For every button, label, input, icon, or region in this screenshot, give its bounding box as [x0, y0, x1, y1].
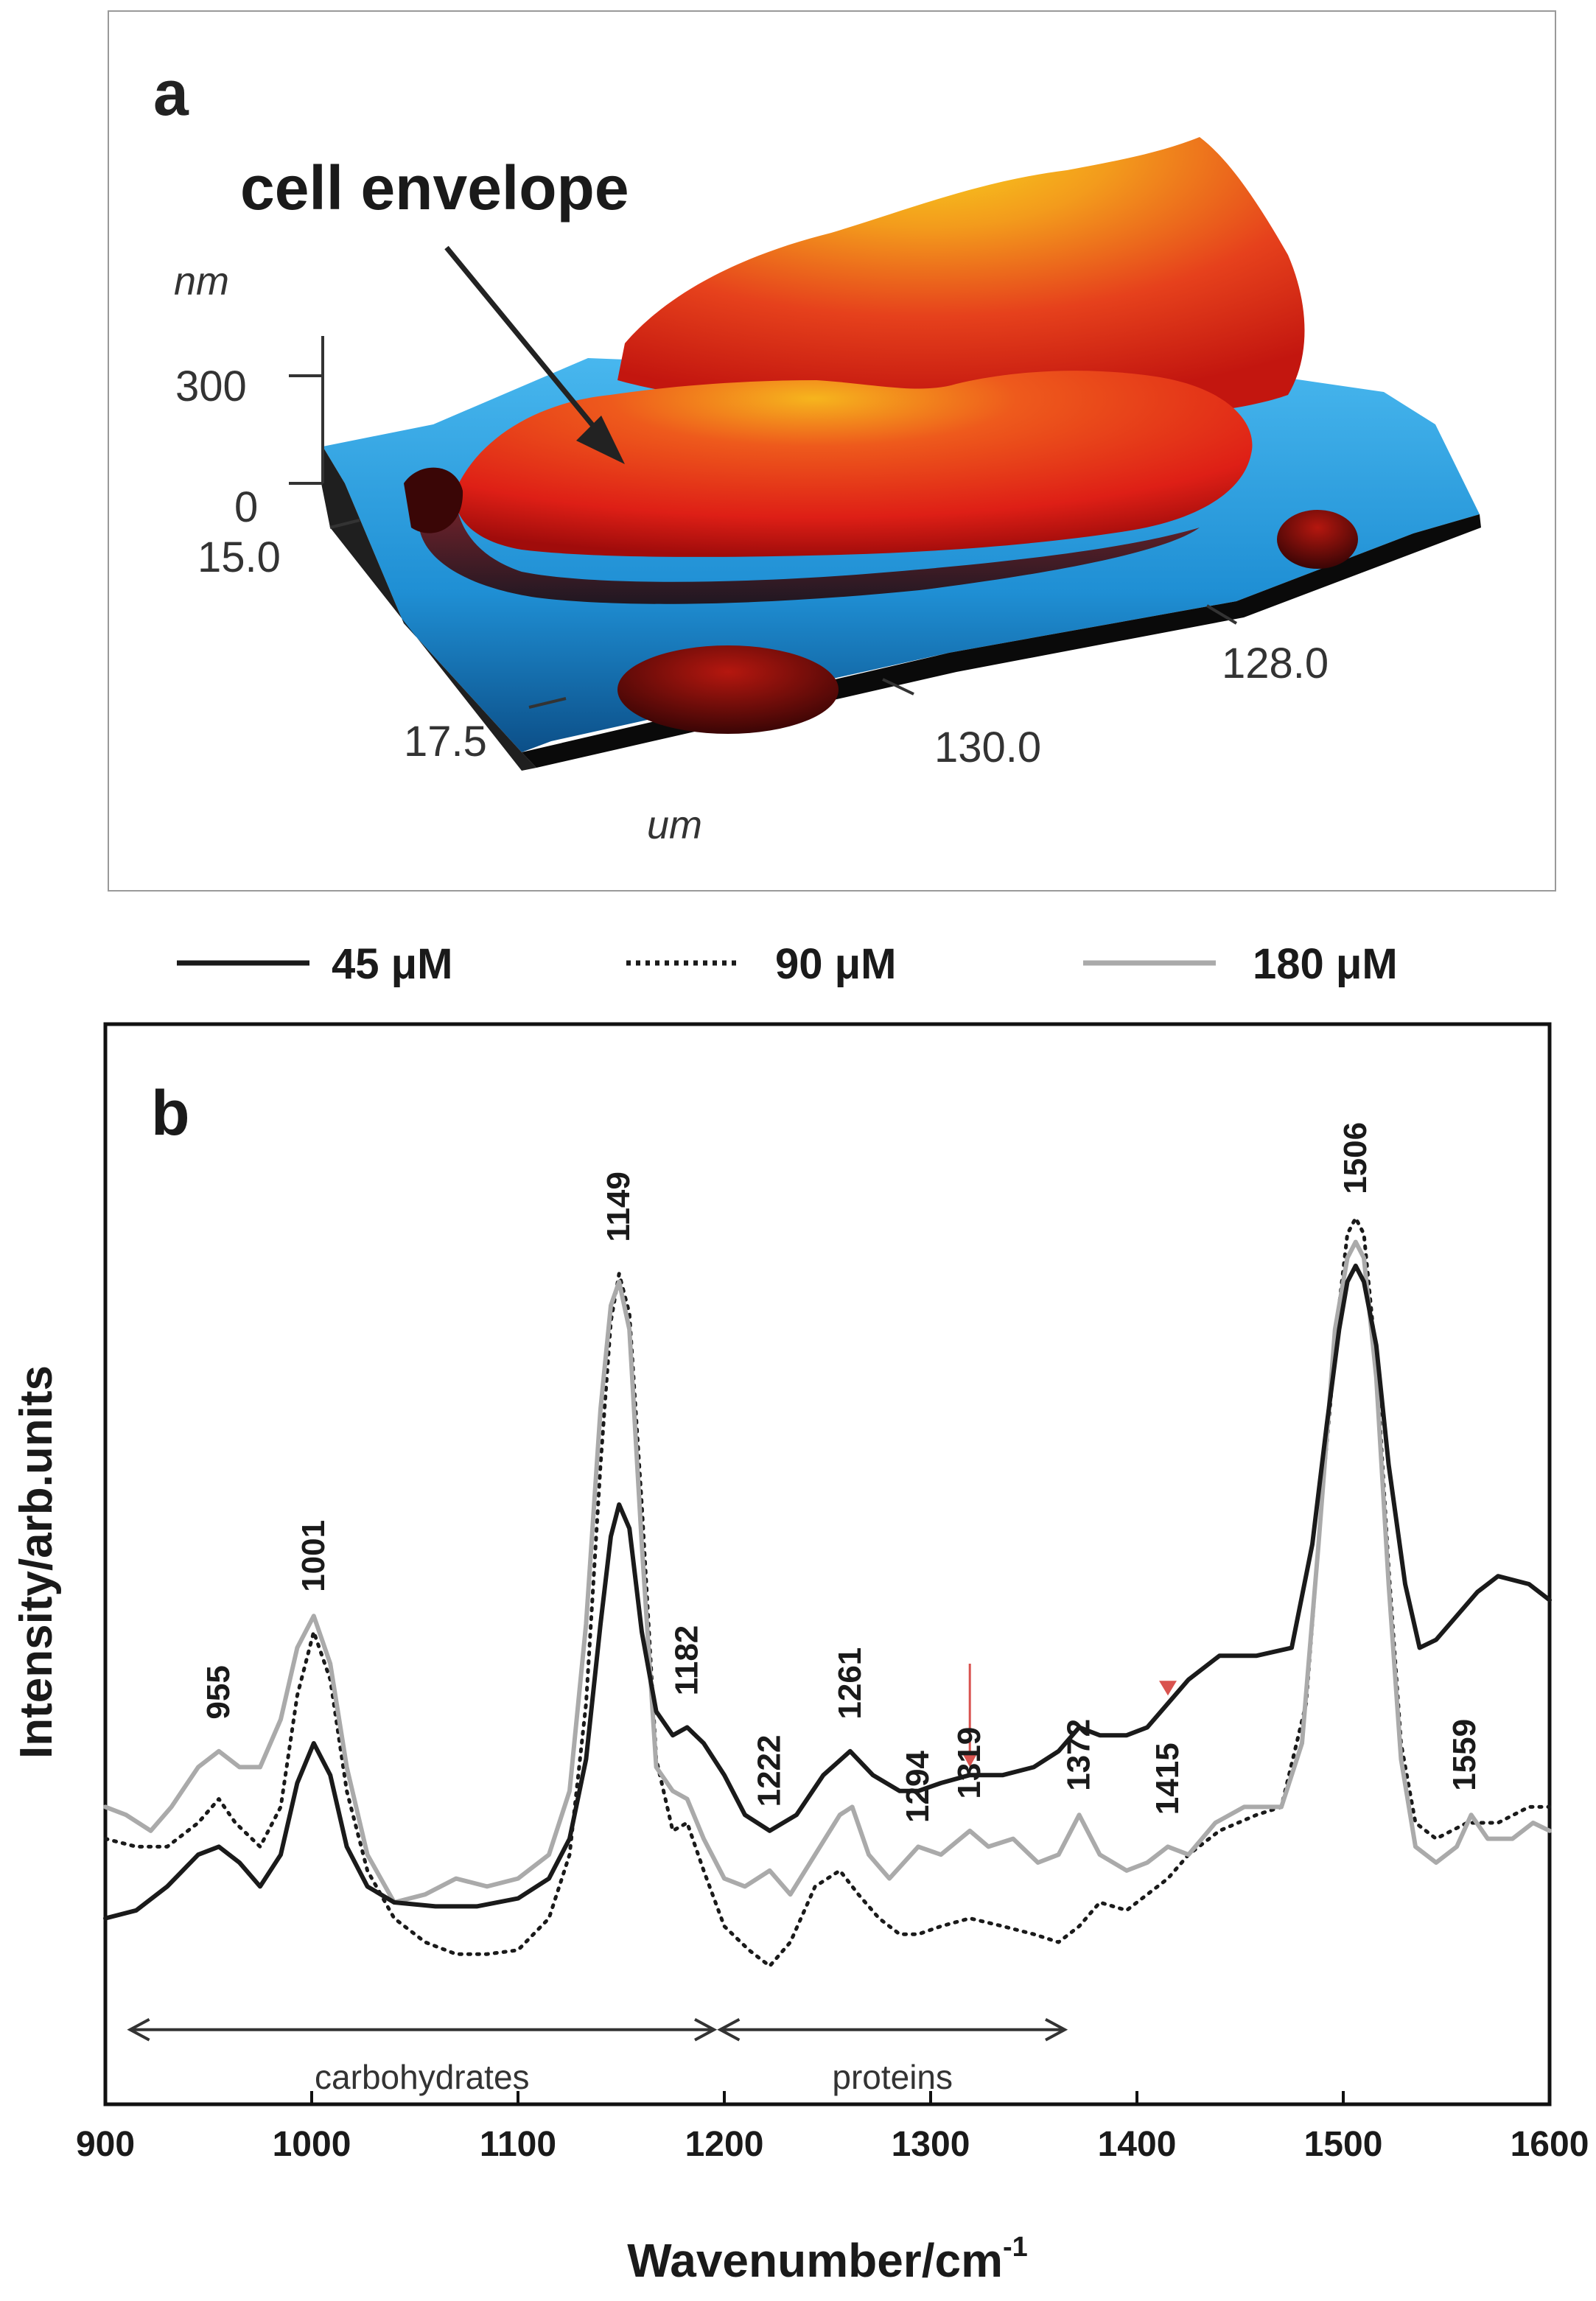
panel-a-label: a	[153, 58, 189, 129]
peak-label-1149: 1149	[601, 1171, 637, 1241]
range-label-0: carbohydrates	[315, 2058, 530, 2096]
range-annotations: carbohydrates proteins	[127, 2018, 1068, 2096]
y-tick-15	[329, 519, 360, 529]
range-arrow-right-0	[694, 2018, 718, 2042]
legend-label-90: 90 μM	[775, 940, 896, 988]
peak-label-1319: 1319	[951, 1727, 987, 1799]
series-line-0	[103, 1264, 1552, 1921]
series-line-2	[103, 1239, 1552, 1905]
peak-label-1559: 1559	[1446, 1719, 1483, 1791]
series-line-1	[103, 1216, 1552, 1968]
annotation-arrow-head	[576, 416, 625, 464]
cell-shadow	[419, 491, 1200, 604]
marker-triangle-1	[1159, 1681, 1177, 1696]
panel-b-label: b	[151, 1078, 190, 1149]
annotation-arrow-line	[444, 245, 612, 449]
x-tick-label-128: 128.0	[1222, 640, 1329, 687]
xy-unit-label: um	[647, 803, 702, 847]
range-arrow-left-1	[717, 2018, 741, 2042]
x-axis-label-sup: -1	[1003, 2232, 1028, 2263]
peak-labels: 955 1001 1149 1182 1222 1261 1294 1319 1372 1415 1…	[200, 1122, 1483, 1823]
range-label-1: proteins	[832, 2058, 953, 2096]
x-ticks: 900 1000 1100 1200 1300 1400 1500 1600	[76, 2091, 1589, 2164]
z-tick-label-300: 300	[175, 363, 247, 410]
peak-label-1506: 1506	[1337, 1122, 1373, 1194]
y-tick-label-15: 15.0	[197, 533, 281, 581]
z-unit-label: nm	[174, 259, 229, 304]
upper-cell	[617, 137, 1305, 420]
raman-spectrum-svg: b Intensity/arb.units Wavenumber/cm-1 90…	[11, 1022, 1589, 2287]
x-tick-130	[882, 678, 914, 696]
legend: 45 μM 90 μM 180 μM	[177, 930, 1474, 996]
cell-envelope-label: cell envelope	[240, 153, 629, 223]
legend-label-45: 45 μM	[332, 940, 452, 988]
x-tick-label-1400: 1400	[1098, 2125, 1177, 2164]
peak-label-1001: 1001	[295, 1520, 332, 1592]
x-tick-128	[1205, 604, 1238, 625]
x-tick-label-1600: 1600	[1511, 2125, 1589, 2164]
y-tick-label-17-5: 17.5	[404, 718, 487, 766]
legend-label-180: 180 μM	[1253, 940, 1398, 988]
x-tick-label-1000: 1000	[273, 2125, 351, 2164]
x-tick-label-1300: 1300	[892, 2125, 970, 2164]
range-arrow-right-1	[1045, 2018, 1068, 2042]
y-tick-17-5	[528, 697, 567, 709]
x-tick-label-900: 900	[76, 2125, 135, 2164]
peak-label-1261: 1261	[832, 1647, 868, 1720]
range-arrow-left-0	[127, 2018, 150, 2042]
peak-label-1222: 1222	[752, 1735, 788, 1807]
peak-label-1415: 1415	[1149, 1743, 1186, 1815]
lower-cell	[455, 371, 1253, 557]
panel-a-afm-image: a cell envelope nm 300 0 15.0 17.5 130.0…	[108, 10, 1556, 892]
peak-label-955: 955	[200, 1665, 237, 1719]
plot-frame	[103, 1022, 1552, 2106]
x-tick-label-1200: 1200	[685, 2125, 764, 2164]
left-dark-spot	[404, 467, 463, 533]
right-blob	[1277, 510, 1358, 569]
z-tick-label-0: 0	[234, 483, 258, 531]
panel-b-raman-chart: b Intensity/arb.units Wavenumber/cm-1 90…	[0, 1017, 1596, 2297]
peak-label-1182: 1182	[669, 1625, 705, 1695]
series-lines	[103, 1216, 1552, 1968]
x-tick-label-1100: 1100	[480, 2125, 556, 2164]
x-tick-label-130: 130.0	[934, 724, 1041, 771]
afm-3d-surface: a cell envelope nm 300 0 15.0 17.5 130.0…	[153, 58, 1481, 847]
peak-label-1372: 1372	[1061, 1719, 1097, 1791]
red-markers	[961, 1664, 1177, 1768]
y-axis-label: Intensity/arb.units	[11, 1365, 62, 1759]
x-axis-label-text: Wavenumber/cm	[627, 2234, 1003, 2287]
front-blob	[617, 645, 839, 734]
marker-arrow-head-0	[961, 1751, 979, 1768]
x-axis-label: Wavenumber/cm-1	[627, 2232, 1028, 2287]
x-tick-label-1500: 1500	[1304, 2125, 1383, 2164]
peak-label-1294: 1294	[900, 1751, 936, 1823]
